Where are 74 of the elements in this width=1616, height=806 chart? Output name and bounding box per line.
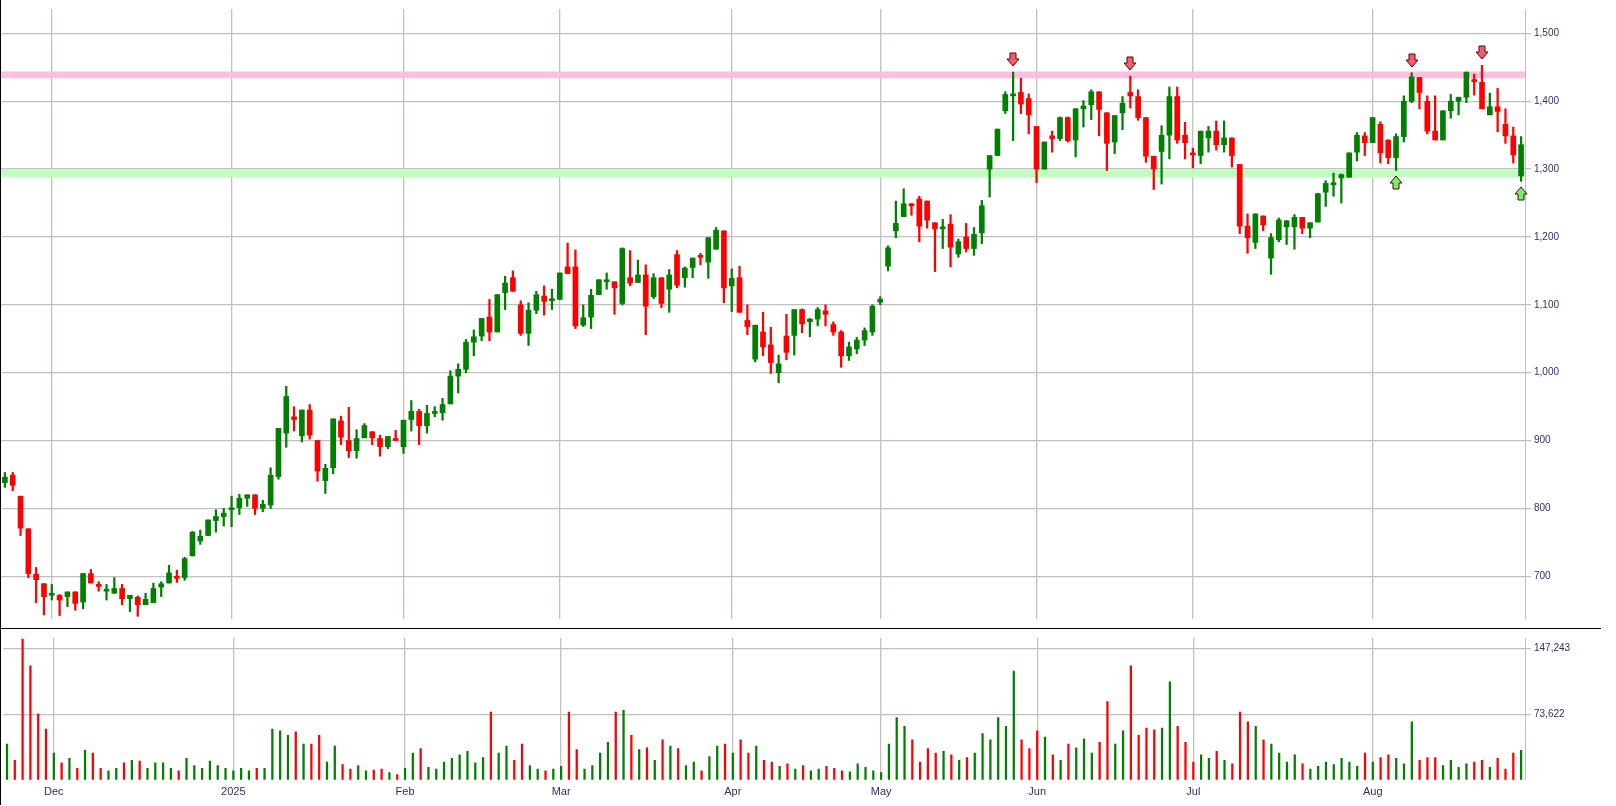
bar [786, 763, 789, 780]
bar [224, 767, 227, 780]
bar [864, 767, 867, 780]
candlestick [189, 531, 196, 557]
bar [1184, 742, 1187, 780]
x-tick-label: Aug [1363, 785, 1383, 798]
y-tick-label: 1,100 [1534, 298, 1560, 310]
y-tick-label: 800 [1534, 502, 1552, 514]
bar [747, 752, 750, 780]
y-tick-label: 1,000 [1534, 366, 1560, 378]
y-tick-label: 1,200 [1534, 230, 1560, 242]
bar [310, 743, 313, 780]
bar [505, 745, 508, 780]
bar [825, 766, 828, 780]
bar [1020, 739, 1023, 780]
bar [1067, 743, 1070, 780]
bar [708, 756, 711, 780]
bar [1106, 701, 1109, 780]
bar [1028, 748, 1031, 780]
bar [29, 665, 32, 780]
y-tick-label: 1,300 [1534, 162, 1560, 174]
bar [341, 764, 344, 780]
bar [1465, 763, 1468, 780]
bar [1426, 757, 1429, 780]
y-tick-label: 1,400 [1534, 95, 1560, 107]
x-tick-label: Feb [395, 785, 415, 798]
bar [1309, 768, 1312, 780]
bar [146, 767, 149, 780]
bar [1223, 759, 1226, 780]
bar [622, 710, 625, 780]
bar [68, 758, 71, 780]
bar [661, 739, 664, 780]
bar [1348, 761, 1351, 780]
y-tick-label: 73,622 [1534, 708, 1566, 720]
candlestick [994, 128, 1001, 156]
bar [1301, 763, 1304, 780]
bar [302, 743, 305, 780]
x-tick-label: Jul [1186, 785, 1201, 798]
bar [700, 770, 703, 780]
x-tick-label: Apr [724, 785, 742, 798]
bar [21, 638, 24, 780]
bar [989, 739, 992, 780]
bar [583, 768, 586, 780]
bar [630, 734, 633, 780]
y-tick-label: 147,243 [1534, 642, 1571, 654]
y-tick-label: 1,500 [1534, 27, 1560, 39]
candlestick [1369, 117, 1376, 143]
bar [1262, 739, 1265, 780]
bar [466, 750, 469, 780]
bar [1504, 768, 1507, 780]
y-tick-label: 900 [1534, 434, 1552, 446]
bar [942, 750, 945, 780]
bar [544, 770, 547, 780]
x-tick-label: Mar [551, 785, 571, 798]
bar [427, 767, 430, 780]
bar [1379, 757, 1382, 780]
x-tick-label: 2025 [221, 785, 246, 798]
bar [1387, 754, 1390, 780]
bar [981, 733, 984, 780]
bar [388, 772, 391, 780]
bar [903, 726, 906, 780]
bar [263, 767, 266, 780]
x-tick-label: May [870, 785, 893, 798]
bar [1145, 727, 1148, 780]
bar [669, 745, 672, 780]
bar [380, 768, 383, 780]
y-tick-label: 700 [1534, 570, 1552, 581]
bar [185, 758, 188, 780]
x-tick-label: Dec [44, 785, 65, 798]
bar [349, 768, 352, 780]
bar [107, 770, 110, 780]
x-tick-label: Jun [1028, 785, 1047, 798]
bar [1340, 758, 1343, 780]
bar [1059, 759, 1062, 780]
